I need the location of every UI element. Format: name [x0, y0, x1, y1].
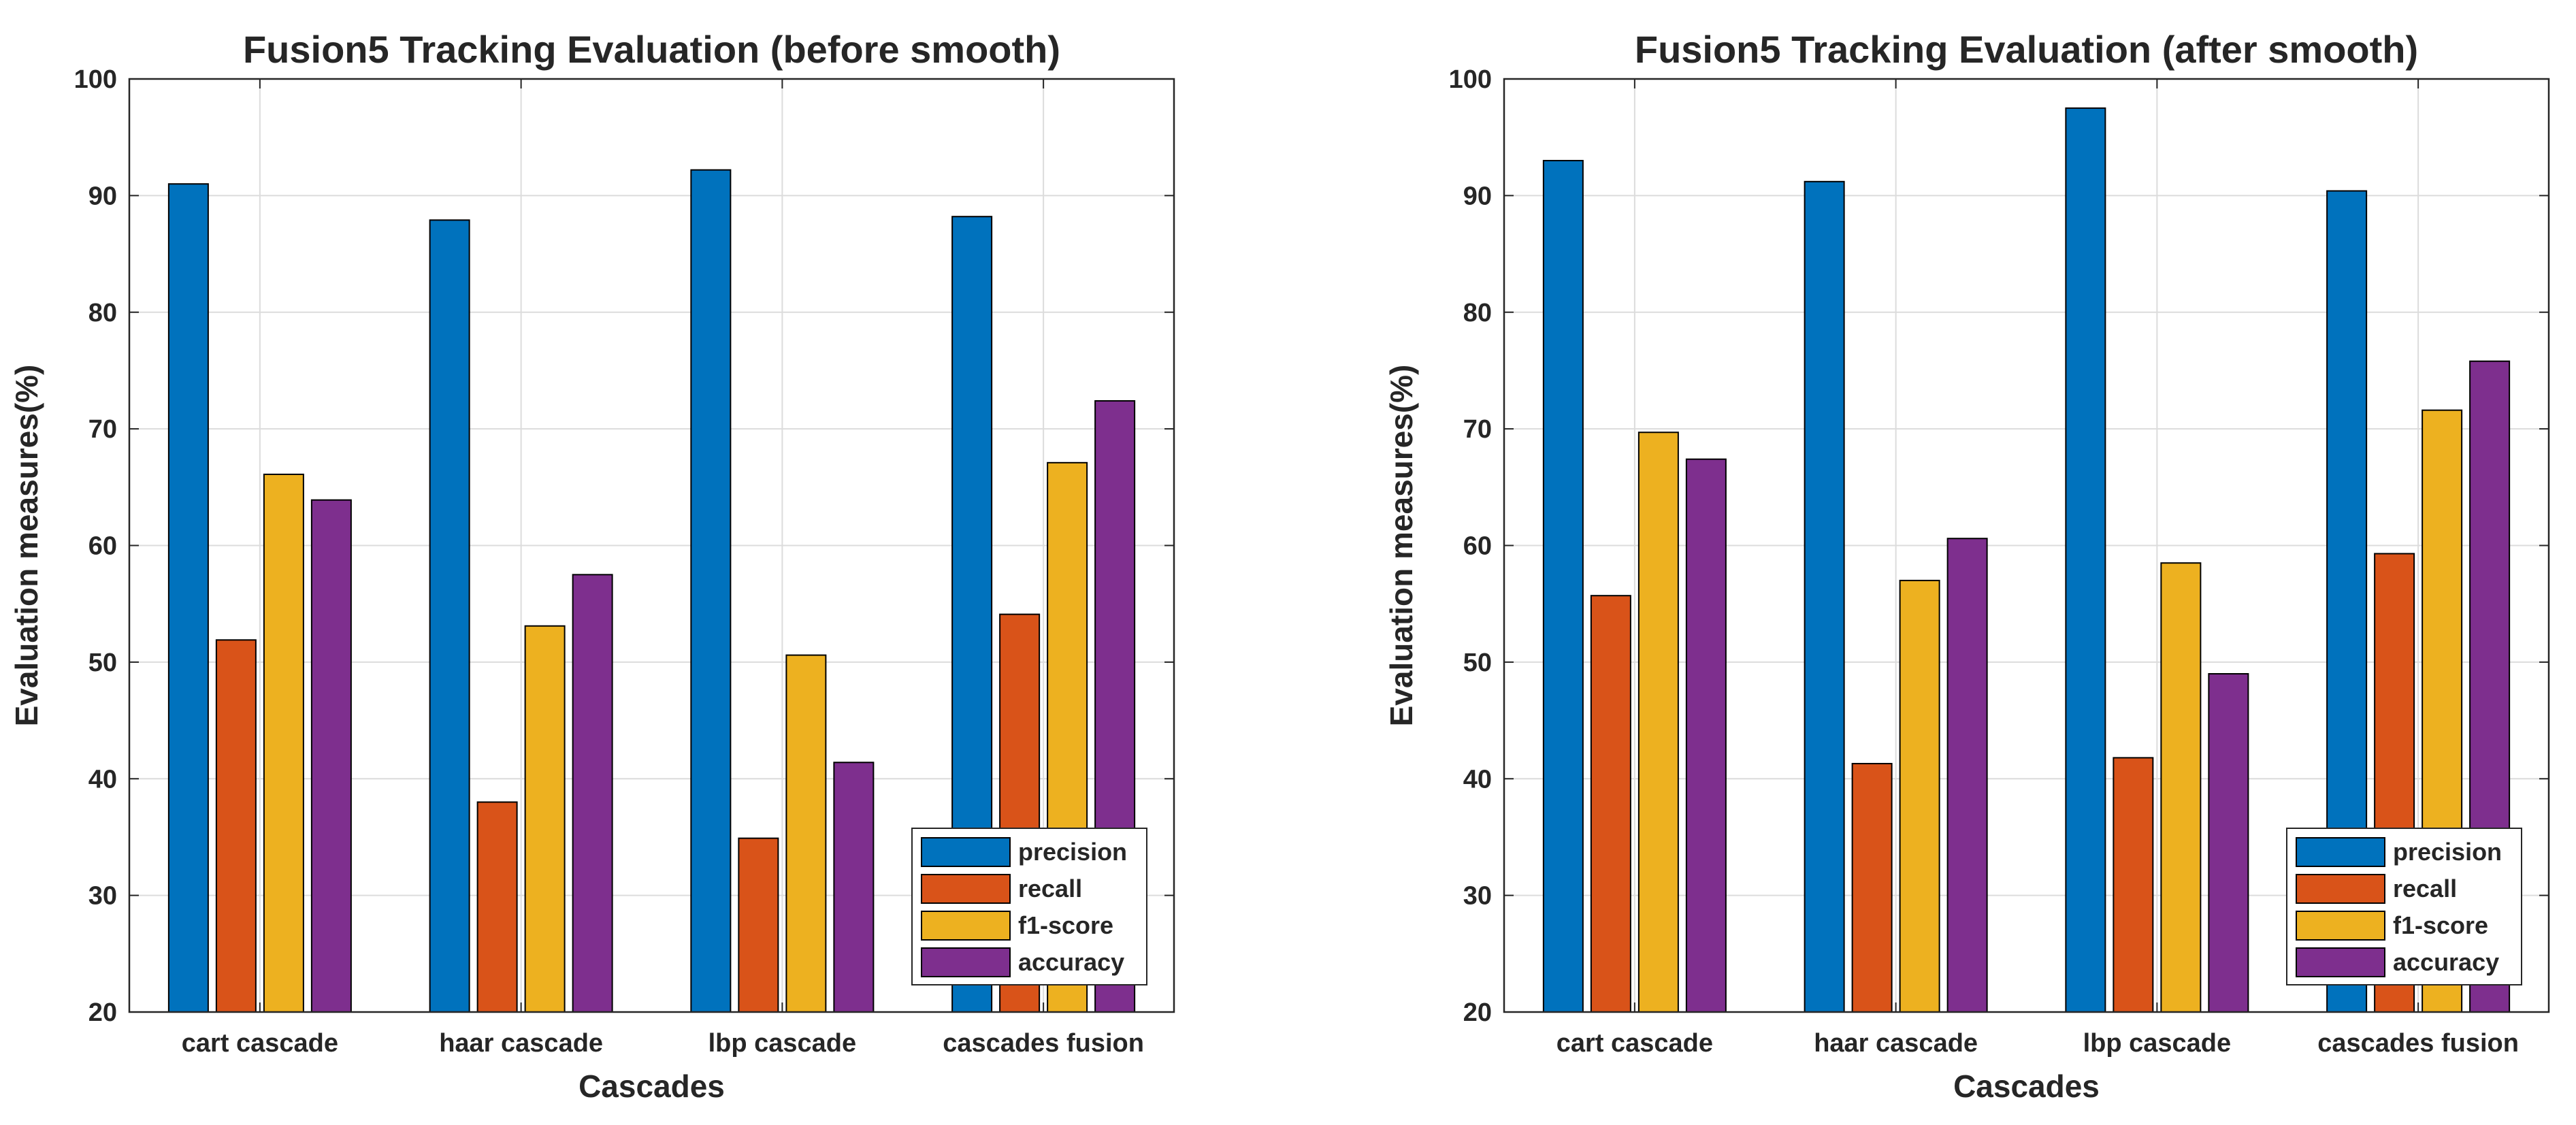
legend: precision recall f1-score accuracy: [2286, 828, 2522, 985]
legend-swatch: [921, 874, 1011, 904]
x-tick-label: lbp cascade: [708, 1029, 857, 1058]
bar-accuracy: [1685, 458, 1727, 1013]
bar-precision: [1542, 159, 1584, 1013]
y-tick-label: 70: [88, 415, 117, 444]
axes-box: [128, 78, 1175, 1013]
bar-f1-score: [524, 625, 566, 1013]
bar-recall: [738, 837, 779, 1013]
y-tick-label: 60: [1463, 532, 1492, 561]
x-tick-label: cart cascade: [1556, 1029, 1713, 1058]
y-tick-label: 20: [88, 998, 117, 1027]
chart-title: Fusion5 Tracking Evaluation (before smoo…: [243, 28, 1060, 71]
bar-precision: [2065, 107, 2106, 1013]
legend-label: accuracy: [1018, 948, 1124, 976]
chart-title: Fusion5 Tracking Evaluation (after smoot…: [1635, 28, 2418, 71]
y-tick-label: 30: [1463, 882, 1492, 911]
y-tick-label: 60: [88, 532, 117, 561]
legend-label: accuracy: [2393, 948, 2499, 976]
bar-accuracy: [2208, 673, 2249, 1013]
legend-swatch: [2296, 911, 2385, 941]
legend: precision recall f1-score accuracy: [911, 828, 1147, 985]
legend-swatch: [921, 911, 1011, 941]
chart-after-smooth: 20 30 40 50 60 70 80 90 100 cart cascade haar casc…: [1384, 28, 2550, 1104]
bar-precision: [429, 219, 470, 1013]
x-tick-label: cascades fusion: [2317, 1029, 2519, 1058]
bar-f1-score: [2160, 562, 2202, 1013]
legend-swatch: [2296, 947, 2385, 977]
x-tick-label: haar cascade: [1814, 1029, 1978, 1058]
y-tick-label: 40: [1463, 765, 1492, 794]
bar-f1-score: [1637, 431, 1679, 1013]
bar-f1-score: [785, 654, 827, 1013]
legend-swatch: [2296, 837, 2385, 867]
y-axis-label: Evaluation measures(%): [1384, 365, 1419, 727]
y-tick-label: 40: [88, 765, 117, 794]
bar-accuracy: [833, 762, 875, 1013]
y-tick-label: 70: [1463, 415, 1492, 444]
y-tick-label: 100: [74, 65, 117, 94]
y-tick-label: 90: [1463, 182, 1492, 210]
y-tick-label: 100: [1449, 65, 1492, 94]
legend-swatch: [2296, 874, 2385, 904]
y-tick-label: 80: [88, 299, 117, 327]
y-tick-label: 90: [88, 182, 117, 210]
legend-label: f1-score: [1018, 911, 1113, 939]
x-tick-label: lbp cascade: [2083, 1029, 2232, 1058]
legend-swatch: [921, 837, 1011, 867]
legend-label: recall: [1018, 875, 1082, 902]
bar-precision: [690, 169, 732, 1013]
y-tick-label: 50: [88, 649, 117, 677]
chart-before-smooth: 20 30 40 50 60 70 80 90 100 cart cascade haar casc…: [9, 28, 1175, 1104]
bar-precision: [1804, 180, 1845, 1013]
bar-recall: [215, 639, 257, 1013]
bar-recall: [1590, 595, 1631, 1013]
y-tick-label: 50: [1463, 649, 1492, 677]
legend-label: precision: [1018, 838, 1127, 866]
bar-accuracy: [1946, 538, 1988, 1013]
legend-label: precision: [2393, 838, 2502, 866]
x-tick-label: cascades fusion: [943, 1029, 1144, 1058]
y-tick-label: 30: [88, 882, 117, 911]
y-tick-label: 80: [1463, 299, 1492, 327]
bar-recall: [476, 801, 518, 1013]
x-axis-label: Cascades: [1953, 1069, 2100, 1104]
x-tick-label: cart cascade: [182, 1029, 338, 1058]
bar-recall: [1851, 762, 1893, 1013]
legend-label: recall: [2393, 875, 2457, 902]
bar-precision: [167, 183, 209, 1013]
bar-f1-score: [263, 473, 304, 1013]
x-tick-label: haar cascade: [439, 1029, 603, 1058]
axes-box: [1503, 78, 2550, 1013]
bar-f1-score: [1899, 579, 1940, 1013]
legend-label: f1-score: [2393, 911, 2488, 939]
bar-accuracy: [310, 499, 352, 1013]
y-axis-label: Evaluation measures(%): [9, 365, 44, 727]
legend-swatch: [921, 947, 1011, 977]
x-axis-label: Cascades: [578, 1069, 725, 1104]
bar-recall: [2113, 757, 2154, 1013]
y-tick-label: 20: [1463, 998, 1492, 1027]
bar-accuracy: [572, 574, 613, 1013]
